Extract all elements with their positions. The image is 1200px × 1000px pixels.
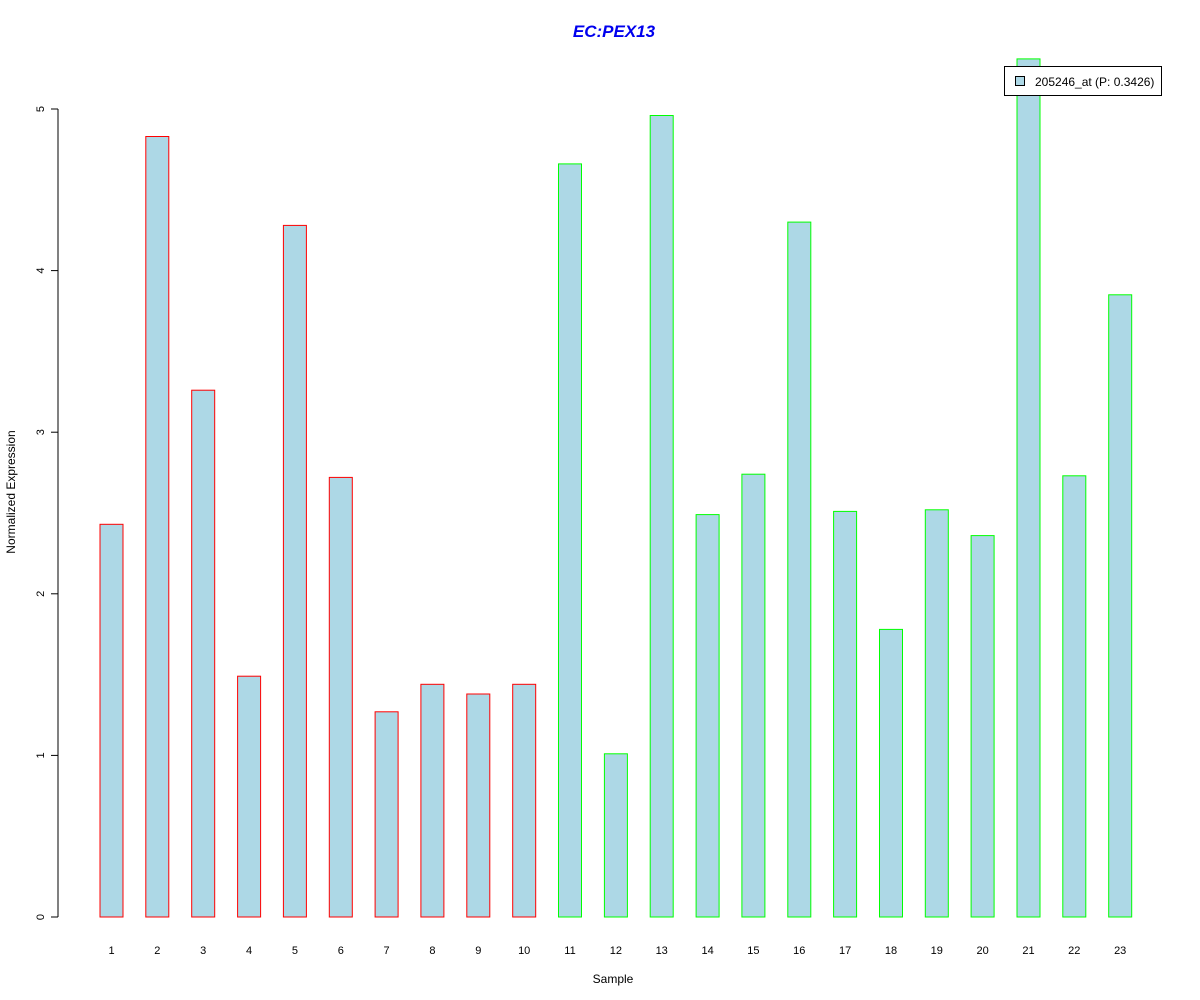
bar-sample-10: [512, 683, 537, 918]
legend: 205246_at (P: 0.3426): [1004, 66, 1162, 96]
x-tick-label: 12: [610, 945, 622, 957]
bar-sample-16: [787, 221, 812, 918]
y-tick-label: 4: [35, 268, 47, 274]
x-tick-label: 10: [518, 945, 530, 957]
bar-sample-12: [603, 753, 628, 918]
legend-box: [1004, 66, 1162, 96]
bar-sample-11: [558, 163, 582, 918]
x-tick-label: 16: [793, 945, 805, 957]
x-tick-label: 4: [246, 945, 252, 957]
x-tick-label: 6: [338, 945, 344, 957]
bar-sample-22: [1062, 475, 1087, 918]
x-tick-label: 9: [475, 945, 481, 957]
y-tick-label: 1: [35, 752, 47, 758]
bar-sample-13: [649, 115, 674, 918]
x-axis-title: Sample: [593, 972, 634, 986]
y-axis-title: Normalized Expression: [4, 430, 18, 553]
bar-sample-2: [145, 136, 170, 918]
legend-swatch: [1015, 76, 1025, 86]
bar-sample-9: [466, 693, 491, 918]
bar-sample-5: [282, 224, 307, 918]
x-tick-label: 15: [747, 945, 759, 957]
x-tick-label: 7: [384, 945, 390, 957]
bar-sample-17: [833, 510, 858, 918]
bar-sample-14: [695, 514, 720, 918]
x-tick-label: 23: [1114, 945, 1126, 957]
x-tick-labels: 1 2 3 4 5 6 7 8 9 10 11 12 13 14 15 16 17 18 19 20 21 22 23: [108, 945, 1126, 957]
bar-sample-1: [99, 523, 124, 918]
x-tick-label: 18: [885, 945, 897, 957]
x-tick-label: 20: [976, 945, 988, 957]
y-axis: 0 1 2 3 4 5: [35, 106, 59, 920]
bar-sample-15: [741, 473, 766, 918]
bar-sample-8: [420, 683, 445, 918]
bar-sample-20: [970, 535, 995, 918]
bar-sample-18: [879, 628, 903, 918]
x-tick-label: 17: [839, 945, 851, 957]
y-tick-label: 3: [35, 429, 47, 435]
x-tick-label: 5: [292, 945, 298, 957]
bar-sample-3: [191, 389, 216, 918]
x-tick-label: 19: [931, 945, 943, 957]
y-tick-label: 2: [35, 591, 47, 597]
bars: [99, 58, 1133, 918]
bar-sample-6: [328, 476, 353, 918]
bar-sample-23: [1108, 294, 1133, 918]
x-tick-label: 14: [701, 945, 713, 957]
x-tick-label: 2: [154, 945, 160, 957]
x-tick-label: 22: [1068, 945, 1080, 957]
bar-sample-7: [374, 711, 399, 918]
chart-title: EC:PEX13: [573, 22, 656, 41]
x-tick-label: 3: [200, 945, 206, 957]
bar-sample-4: [237, 675, 262, 918]
bar-sample-21: [1016, 58, 1041, 918]
y-tick-label: 5: [35, 106, 47, 112]
x-tick-label: 8: [429, 945, 435, 957]
y-tick-label: 0: [35, 914, 47, 920]
x-tick-label: 21: [1022, 945, 1034, 957]
x-tick-label: 13: [656, 945, 668, 957]
bar-sample-19: [924, 509, 949, 918]
legend-label: 205246_at (P: 0.3426): [1035, 75, 1154, 89]
x-tick-label: 1: [108, 945, 114, 957]
x-tick-label: 11: [564, 945, 575, 957]
